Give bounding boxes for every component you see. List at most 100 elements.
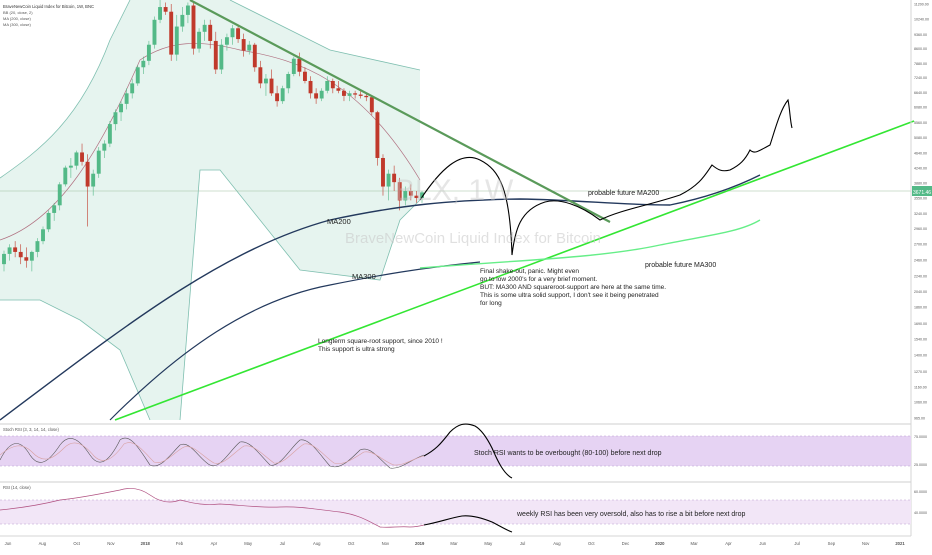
candle-body (29, 251, 34, 261)
bollinger-band-fill (0, 0, 420, 420)
header-symbol: BraveNewCoin Liquid Index for Bitcoin, 1… (3, 4, 94, 9)
annotation-shakeout: Final shake-out, panic. Might even go to… (480, 268, 666, 307)
x-tick-label: Nov (382, 541, 390, 546)
shakeout-line-3: This is some ultra solid support, I don'… (480, 292, 659, 299)
y-tick-label: 3550.00 (914, 197, 927, 201)
candle-body (358, 94, 363, 96)
y-tick-label: 9360.00 (914, 33, 927, 37)
stoch-projection (423, 423, 513, 479)
candle-body (342, 90, 346, 96)
ma200-line (0, 174, 761, 421)
watermark-name: BraveNewCoin Liquid Index for Bitcoin (345, 230, 601, 247)
candle-body (247, 44, 252, 51)
candle-body (258, 67, 263, 84)
x-tick-label: Feb (176, 541, 184, 546)
y-tick-label: 1270.00 (914, 370, 927, 374)
candle-body (158, 7, 163, 20)
shakeout-line-4: for long (480, 300, 502, 307)
candle-body (163, 7, 168, 12)
candle-body (41, 229, 45, 242)
candle-body (180, 14, 185, 27)
candle-body (369, 97, 374, 113)
y-tick-label: 1060.00 (914, 401, 927, 405)
stoch-k-line (0, 437, 425, 469)
candle-body (325, 80, 330, 91)
y-tick-label: 3880.00 (914, 182, 927, 186)
candle-body (185, 5, 190, 15)
candle-body (107, 124, 112, 144)
candle-body (375, 112, 380, 158)
annotation-sqrt-support: Longterm square-root support, since 2010… (318, 338, 443, 353)
candle-body (241, 39, 246, 51)
sqrt-support-line-1: This support is ultra strong (318, 346, 395, 353)
y-tick-label: 6080.00 (914, 106, 927, 110)
rsi-line (0, 488, 425, 528)
candle-body (336, 88, 341, 91)
candle-body (252, 44, 257, 68)
candle-body (113, 112, 118, 125)
y-tick-label: 7240.00 (914, 76, 927, 80)
x-tick-label: Mar (691, 541, 699, 546)
candle-body (414, 195, 419, 199)
candle-body (314, 93, 319, 99)
candle-body (330, 80, 335, 89)
y-tick-label: 2700.00 (914, 243, 927, 247)
y-tick-label: 7880.00 (914, 62, 927, 66)
candle-body (7, 247, 12, 254)
stoch-tick-upper: 75.0000 (914, 435, 927, 439)
header-ma300: MA (300, close) (3, 22, 31, 27)
candle-body (280, 88, 285, 102)
candle-body (381, 157, 385, 187)
stoch-note: Stoch RSI wants to be overbought (80-100… (474, 450, 662, 457)
candle-body (169, 11, 174, 55)
y-tick-label: 8600.00 (914, 47, 927, 51)
candle-body (57, 184, 62, 206)
candle-body (96, 150, 101, 174)
candle-body (213, 40, 218, 70)
annotation-future-ma300: probable future MA300 (645, 262, 716, 269)
candle-body (408, 191, 413, 196)
candle-body (263, 78, 268, 84)
x-tick-label: Jul (794, 541, 799, 546)
shakeout-line-1: go to low 2000's for a very brief moment… (480, 276, 597, 283)
y-tick-label: 2960.00 (914, 227, 927, 231)
candles (2, 0, 424, 272)
x-tick-label: Jul (520, 541, 525, 546)
y-tick-label: 10240.00 (914, 18, 929, 22)
price-tag-bg (912, 186, 932, 196)
x-tick-label: Apr (725, 541, 732, 546)
shakeout-line-2: BUT: MA300 AND squareroot-support are he… (480, 284, 666, 291)
candle-body (124, 93, 129, 104)
stoch-label: Stoch RSI (3, 3, 14, 14, close) (3, 427, 59, 432)
y-tick-label: 2040.00 (914, 290, 927, 294)
candle-body (119, 103, 123, 113)
x-tick-label: Aug (313, 541, 321, 546)
x-tick-label: Aug (39, 541, 47, 546)
stoch-d-line (0, 442, 425, 466)
y-tick-label: 965.00 (914, 417, 925, 421)
y-tick-label: 1540.00 (914, 338, 927, 342)
y-tick-label: 5080.00 (914, 136, 927, 140)
candle-body (2, 253, 6, 265)
x-tick-label: Nov (107, 541, 115, 546)
candle-body (308, 80, 313, 94)
y-tick-label: 6640.00 (914, 91, 927, 95)
annotation-ma300: MA300 (352, 272, 376, 281)
x-tick-label: Nov (862, 541, 870, 546)
stoch-band (0, 436, 911, 466)
rsi-projection (423, 515, 513, 533)
candle-body (275, 93, 280, 102)
x-tick-label: May (244, 541, 253, 546)
candle-body (102, 143, 107, 151)
y-tick-label: 1860.00 (914, 306, 927, 310)
candle-body (197, 31, 202, 49)
x-ticks: Jun Aug Oct Nov 2018 Feb Apr May Jul Aug Oct Nov 201… (5, 541, 906, 546)
candle-body (303, 71, 307, 81)
sqrt-support-line-0: Longterm square-root support, since 2010… (318, 338, 443, 345)
y-tick-label: 4240.00 (914, 167, 927, 171)
candle-body (286, 73, 291, 89)
watermark-ticker: BLX, 1W (395, 174, 514, 207)
y-tick-label: 5560.00 (914, 121, 927, 125)
